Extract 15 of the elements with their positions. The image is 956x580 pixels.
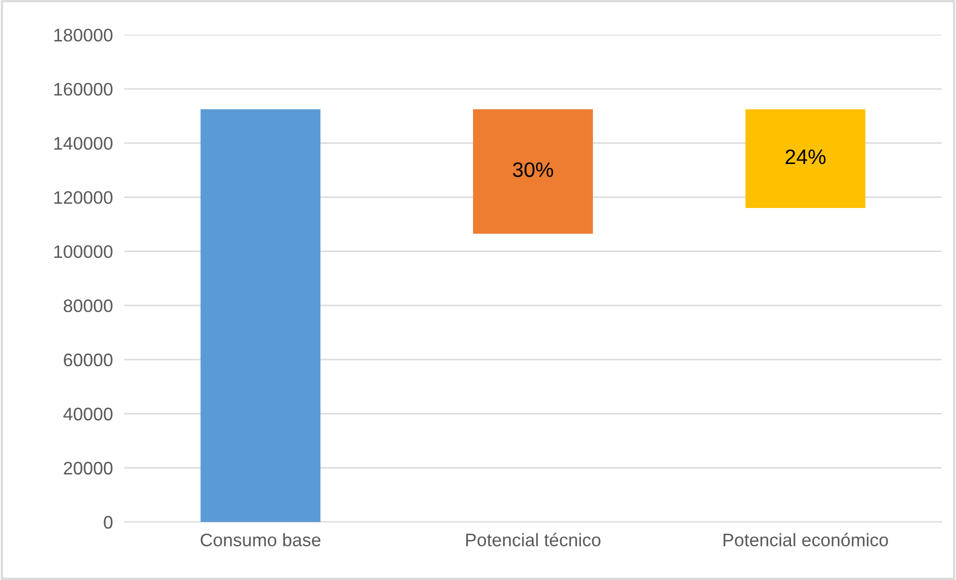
y-tick-label: 0 — [104, 516, 112, 529]
x-tick-label: Potencial económico — [724, 532, 888, 546]
y-tick-label: 120000 — [54, 191, 112, 204]
y-tick-label: 160000 — [54, 82, 112, 96]
y-tick-label: 140000 — [54, 137, 112, 150]
x-tick-label: Potencial técnico — [466, 532, 600, 546]
y-tick-label: 100000 — [54, 245, 112, 258]
annotation: 30% — [512, 162, 554, 178]
x-tick-label: Consumo base — [200, 533, 320, 546]
y-tick-label: 80000 — [64, 299, 112, 312]
y-tick-label: 40000 — [63, 408, 112, 420]
y-tick-label: 180000 — [54, 28, 112, 42]
y-tick-label: 20000 — [64, 462, 112, 475]
annotation: 24% — [786, 149, 826, 164]
y-tick-label: 60000 — [64, 354, 112, 366]
